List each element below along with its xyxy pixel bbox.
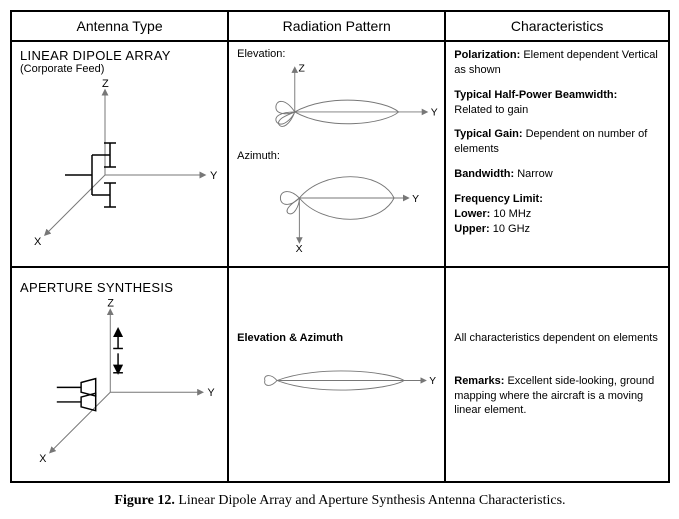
table-row: LINEAR DIPOLE ARRAY (Corporate Feed) xyxy=(11,41,669,267)
char-label: Bandwidth: xyxy=(454,168,514,180)
char-label: Polarization: xyxy=(454,49,520,61)
axis-x-label: X xyxy=(39,453,46,465)
col-header-characteristics: Characteristics xyxy=(445,11,669,41)
axis-y-label: Y xyxy=(431,108,438,119)
char-text: Narrow xyxy=(514,168,553,180)
axis-x-label: X xyxy=(34,236,42,248)
figure-caption: Figure 12. Linear Dipole Array and Apert… xyxy=(10,493,670,509)
cell-radiation-pattern: Elevation: xyxy=(228,41,445,267)
table-header-row: Antenna Type Radiation Pattern Character… xyxy=(11,11,669,41)
figure-12: Antenna Type Radiation Pattern Character… xyxy=(10,10,670,509)
char-label: Frequency Limit: xyxy=(454,193,543,205)
cell-radiation-pattern: Elevation & Azimuth Y xyxy=(228,267,445,482)
char-text: All characteristics dependent on element… xyxy=(454,331,660,346)
axis-x-label: X xyxy=(296,244,303,252)
antenna-diagram: Z Y X xyxy=(20,295,219,475)
col-header-radiation-pattern: Radiation Pattern xyxy=(228,11,445,41)
col-header-antenna-type: Antenna Type xyxy=(11,11,228,41)
pattern-label-azimuth: Azimuth: xyxy=(237,150,436,162)
char-sublabel: Lower: xyxy=(454,208,490,220)
char-text: 10 MHz xyxy=(490,208,531,220)
cell-antenna-type: APERTURE SYNTHESIS xyxy=(11,267,228,482)
aperture-synthesis-icon xyxy=(57,329,123,411)
axis-z-label: Z xyxy=(107,298,114,310)
table-row: APERTURE SYNTHESIS xyxy=(11,267,669,482)
axis-y-label: Y xyxy=(412,194,419,205)
antenna-subtitle: (Corporate Feed) xyxy=(20,63,219,75)
char-label: Typical Half-Power Beamwidth: xyxy=(454,89,617,101)
axis-z-label: Z xyxy=(299,63,306,74)
antenna-diagram: Z Y X xyxy=(20,75,219,260)
axis-y-label: Y xyxy=(208,387,215,399)
antenna-table: Antenna Type Radiation Pattern Character… xyxy=(10,10,670,483)
cell-antenna-type: LINEAR DIPOLE ARRAY (Corporate Feed) xyxy=(11,41,228,267)
char-label: Remarks: xyxy=(454,375,504,387)
figure-number: Figure 12. xyxy=(114,493,174,508)
azimuth-pattern: Y X xyxy=(237,162,436,257)
cell-characteristics: All characteristics dependent on element… xyxy=(445,267,669,482)
axis-y-label: Y xyxy=(210,170,218,182)
char-sublabel: Upper: xyxy=(454,223,489,235)
char-text: Related to gain xyxy=(454,104,528,116)
antenna-title: APERTURE SYNTHESIS xyxy=(20,280,219,295)
char-label: Typical Gain: xyxy=(454,128,522,140)
pattern-label-elevation: Elevation: xyxy=(237,48,436,60)
char-text: 10 GHz xyxy=(490,223,530,235)
figure-caption-text: Linear Dipole Array and Aperture Synthes… xyxy=(175,493,566,508)
axis-z-label: Z xyxy=(102,78,109,90)
pattern-label-combined: Elevation & Azimuth xyxy=(237,332,436,344)
elevation-pattern: Z Y xyxy=(237,60,436,150)
combined-pattern: Y xyxy=(237,348,436,418)
axis-y-label: Y xyxy=(429,376,436,387)
antenna-title: LINEAR DIPOLE ARRAY xyxy=(20,48,219,63)
cell-characteristics: Polarization: Element dependent Vertical… xyxy=(445,41,669,267)
